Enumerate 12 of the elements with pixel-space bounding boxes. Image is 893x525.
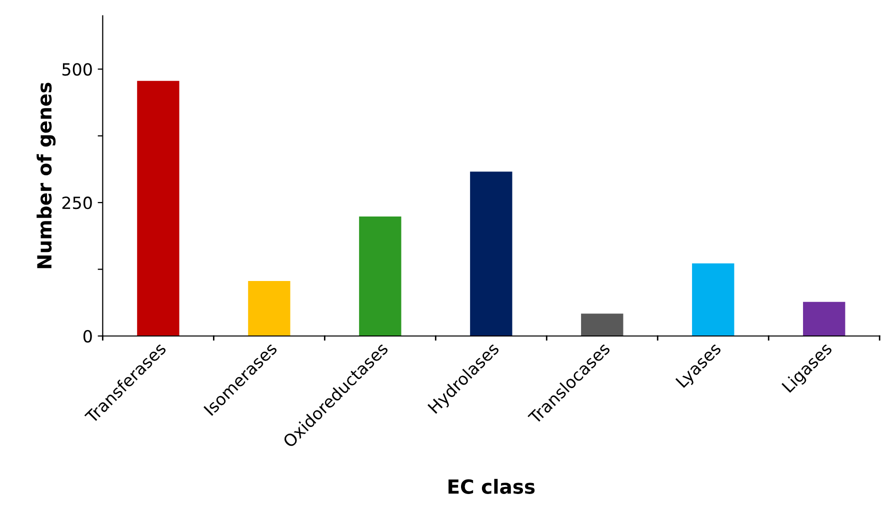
y-tick-label: 0 — [83, 330, 92, 343]
y-tick-label: 500 — [62, 63, 92, 76]
bar — [359, 216, 402, 336]
y-axis-title: Number of genes — [36, 82, 56, 268]
bar — [470, 172, 512, 336]
bar — [692, 263, 734, 336]
bar — [137, 80, 180, 336]
bar — [581, 314, 624, 336]
bar — [248, 281, 290, 336]
bar — [803, 302, 846, 336]
y-tick-label: 250 — [62, 196, 92, 210]
x-axis-title: EC class — [448, 478, 535, 494]
